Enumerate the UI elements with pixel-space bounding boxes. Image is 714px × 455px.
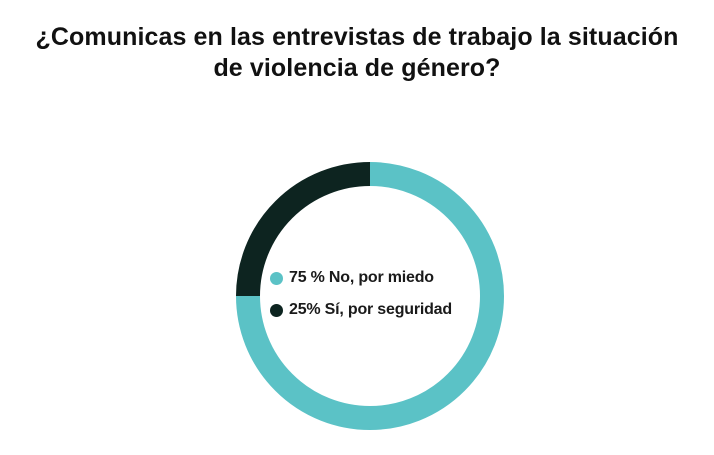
legend: 75 % No, por miedo 25% Sí, por seguridad xyxy=(270,264,452,328)
donut-slices xyxy=(236,162,504,430)
legend-label-no: 75 % No, por miedo xyxy=(289,269,434,286)
legend-label-si: 25% Sí, por seguridad xyxy=(289,301,452,318)
chart-title-line-1: ¿Comunicas en las entrevistas de trabajo… xyxy=(35,23,679,51)
legend-item-no: 75 % No, por miedo xyxy=(270,264,452,292)
legend-item-si: 25% Sí, por seguridad xyxy=(270,296,452,324)
chart-title: ¿Comunicas en las entrevistas de trabajo… xyxy=(0,22,714,84)
legend-dot-si xyxy=(270,303,283,317)
chart-title-line-2: de violencia de género? xyxy=(213,54,501,82)
donut-slice-no xyxy=(236,162,504,430)
donut-slice-si xyxy=(236,162,371,297)
legend-dot-no xyxy=(270,271,283,285)
